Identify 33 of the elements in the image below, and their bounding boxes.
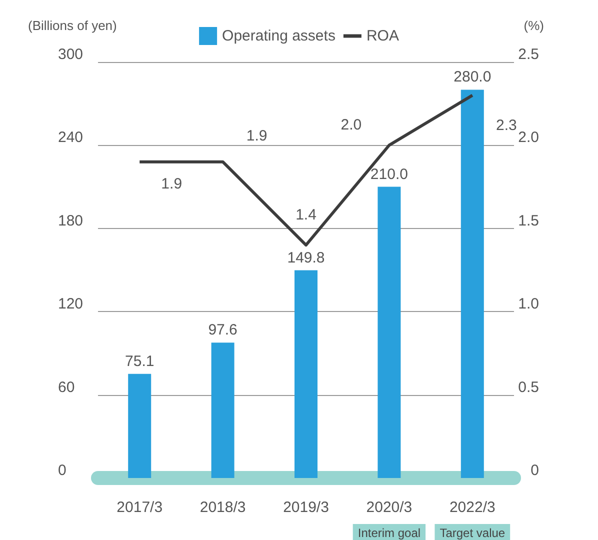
data-label: 97.6 xyxy=(208,322,238,339)
data-label: 1.9 xyxy=(246,127,268,144)
y-tick-label: 300 xyxy=(58,46,84,63)
y2-tick-label: 0 xyxy=(530,462,539,479)
y-tick-label: 120 xyxy=(58,296,84,313)
data-label: 210.0 xyxy=(370,166,408,183)
legend-label: ROA xyxy=(366,28,399,44)
data-label: 149.8 xyxy=(287,249,325,266)
y2-tick-label: 2.5 xyxy=(518,46,539,63)
y-tick-label: 180 xyxy=(58,212,84,230)
data-label: 280.0 xyxy=(454,68,492,86)
y-tick-label: 0 xyxy=(58,462,66,479)
data-label: 1.9 xyxy=(161,175,182,192)
data-label: 2.0 xyxy=(340,116,362,134)
y-axis-title: (Billions of yen) xyxy=(28,18,117,33)
text: Target value xyxy=(440,526,506,540)
data-label: 75.1 xyxy=(125,352,154,370)
data-label: 2.3 xyxy=(496,116,517,134)
data-label: 1.4 xyxy=(296,206,316,224)
y2-axis-title: (%) xyxy=(524,18,544,33)
x-tick-label: 2017/3 xyxy=(116,499,163,516)
x-tick-label: 2019/3 xyxy=(283,499,329,516)
x-tick-label: 2018/3 xyxy=(200,499,246,516)
y2-tick-label: 2.0 xyxy=(518,129,539,146)
y2-tick-label: 0.5 xyxy=(518,378,539,396)
text: Interim goal xyxy=(358,526,421,540)
y-tick-label: 240 xyxy=(58,129,84,146)
legend-label: Operating assets xyxy=(222,28,336,44)
y2-tick-label: 1.5 xyxy=(518,212,539,230)
y2-tick-label: 1.0 xyxy=(518,296,539,313)
x-tick-label: 2020/3 xyxy=(366,499,412,516)
y-tick-label: 60 xyxy=(58,378,75,396)
x-tick-label: 2022/3 xyxy=(449,499,496,516)
